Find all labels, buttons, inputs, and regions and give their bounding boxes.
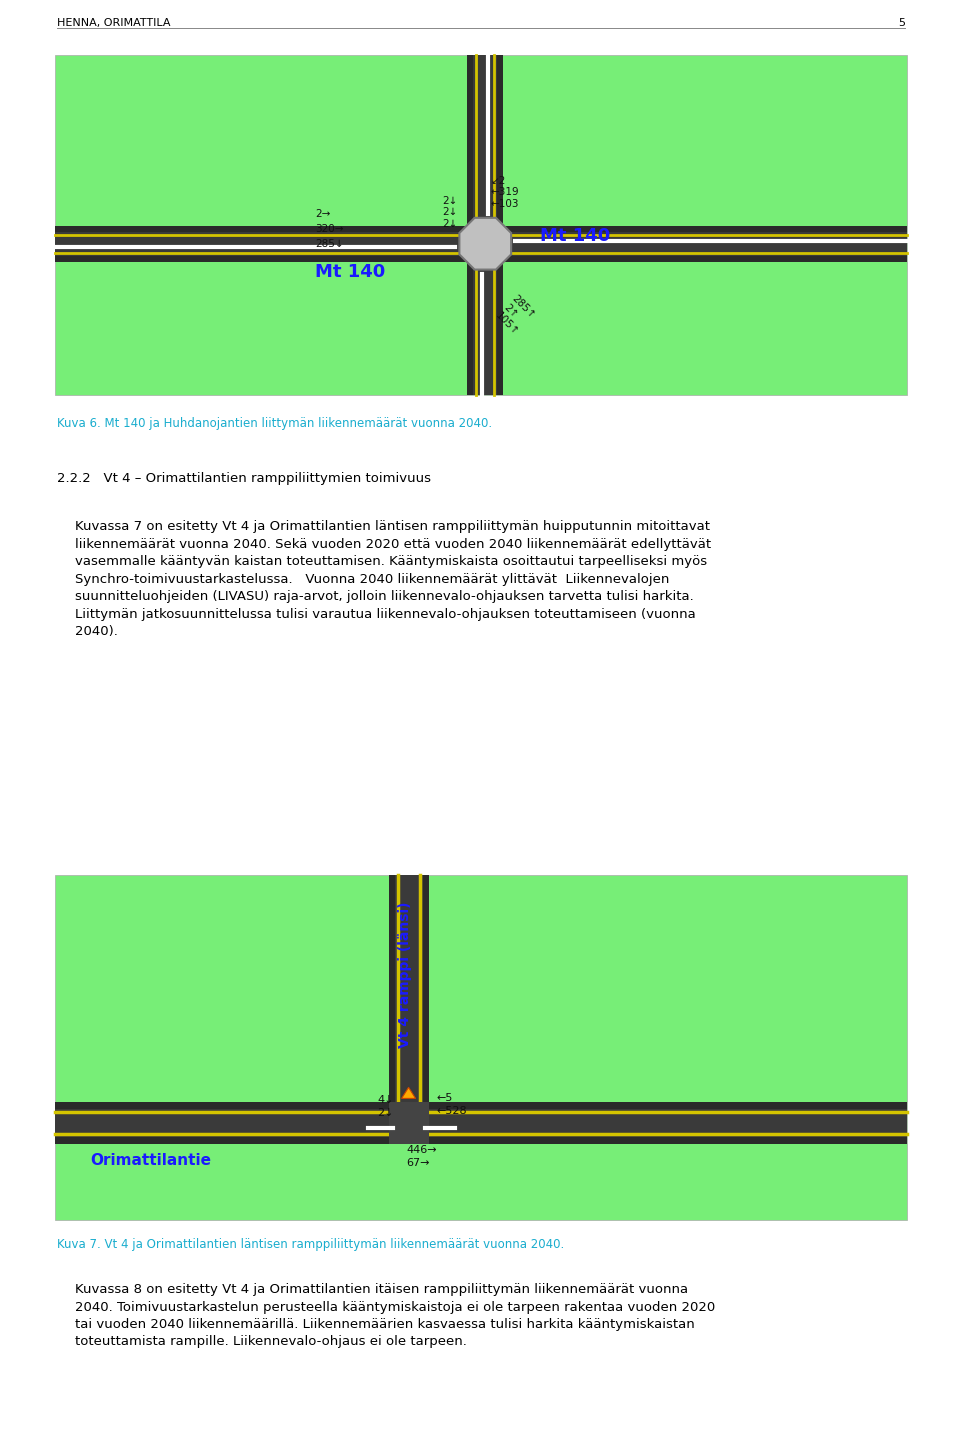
Bar: [55, 54, 907, 396]
Text: liikennemäärät vuonna 2040. Sekä vuoden 2020 että vuoden 2040 liikennemäärät ede: liikennemäärät vuonna 2040. Sekä vuoden …: [75, 537, 711, 550]
Text: 2.2.2   Vt 4 – Orimattilantien ramppiliittymien toimivuus: 2.2.2 Vt 4 – Orimattilantien ramppiliitt…: [57, 471, 431, 484]
Text: 2040. Toimivuustarkastelun perusteella kääntymiskaistoja ei ole tarpeen rakentaa: 2040. Toimivuustarkastelun perusteella k…: [75, 1301, 715, 1314]
Text: Liittymän jatkosuunnittelussa tulisi varautua liikennevalo-ohjauksen toteuttamis: Liittymän jatkosuunnittelussa tulisi var…: [75, 608, 696, 620]
Text: 4↓
2↓: 4↓ 2↓: [377, 1095, 394, 1118]
Bar: [395, 876, 422, 1123]
Text: 446→
67→: 446→ 67→: [407, 1145, 437, 1168]
Text: Kuvassa 8 on esitetty Vt 4 ja Orimattilantien itäisen ramppiliittymän liikennemä: Kuvassa 8 on esitetty Vt 4 ja Orimattila…: [75, 1283, 688, 1295]
Bar: [55, 232, 907, 255]
Bar: [468, 54, 503, 396]
Text: Mt 140: Mt 140: [315, 262, 386, 281]
Text: Synchro-toimivuustarkastelussa.   Vuonna 2040 liikennemäärät ylittävät  Liikenne: Synchro-toimivuustarkastelussa. Vuonna 2…: [75, 573, 669, 586]
Text: Kuvassa 7 on esitetty Vt 4 ja Orimattilantien läntisen ramppiliittymän huipputun: Kuvassa 7 on esitetty Vt 4 ja Orimattila…: [75, 520, 710, 533]
Bar: [55, 1102, 907, 1145]
Bar: [55, 226, 907, 262]
Bar: [55, 1109, 907, 1138]
Text: 2↓
2↓
2↓: 2↓ 2↓ 2↓: [442, 196, 457, 229]
Text: 2040).: 2040).: [75, 625, 118, 638]
Polygon shape: [460, 218, 511, 269]
Text: Vt 4 ramppi (länsi): Vt 4 ramppi (länsi): [397, 901, 412, 1048]
Text: 320→: 320→: [315, 224, 344, 234]
Polygon shape: [401, 1088, 416, 1099]
Text: Orimattilantie: Orimattilantie: [90, 1154, 211, 1168]
Text: suunnitteluohjeiden (LIVASU) raja-arvot, jolloin liikennevalo-ohjauksen tarvetta: suunnitteluohjeiden (LIVASU) raja-arvot,…: [75, 590, 694, 603]
Text: HENNA, ORIMATTILA: HENNA, ORIMATTILA: [57, 19, 171, 29]
Bar: [389, 1102, 428, 1145]
Text: 2→: 2→: [315, 209, 330, 219]
Bar: [473, 54, 497, 396]
Text: Mt 140: Mt 140: [540, 226, 611, 245]
Text: 5: 5: [898, 19, 905, 29]
Text: 285↓: 285↓: [315, 239, 344, 249]
Text: Kuva 6. Mt 140 ja Huhdanojantien liittymän liikennemäärät vuonna 2040.: Kuva 6. Mt 140 ja Huhdanojantien liittym…: [57, 417, 492, 430]
Bar: [389, 876, 428, 1123]
Text: toteuttamista rampille. Liikennevalo-ohjaus ei ole tarpeen.: toteuttamista rampille. Liikennevalo-ohj…: [75, 1336, 467, 1348]
Bar: [55, 876, 907, 1219]
Text: ←5
←528: ←5 ←528: [437, 1093, 468, 1116]
Text: ↙2
←319
←103: ↙2 ←319 ←103: [491, 176, 519, 209]
Text: tai vuoden 2040 liikennemäärillä. Liikennemäärien kasvaessa tulisi harkita käänt: tai vuoden 2040 liikennemäärillä. Liiken…: [75, 1318, 695, 1331]
Text: vasemmalle kääntyvän kaistan toteuttamisen. Kääntymiskaista osoittautui tarpeell: vasemmalle kääntyvän kaistan toteuttamis…: [75, 555, 708, 567]
Text: 285↑
2↑
105↑: 285↑ 2↑ 105↑: [493, 294, 537, 337]
Text: Kuva 7. Vt 4 ja Orimattilantien läntisen ramppiliittymän liikennemäärät vuonna 2: Kuva 7. Vt 4 ja Orimattilantien läntisen…: [57, 1238, 564, 1251]
